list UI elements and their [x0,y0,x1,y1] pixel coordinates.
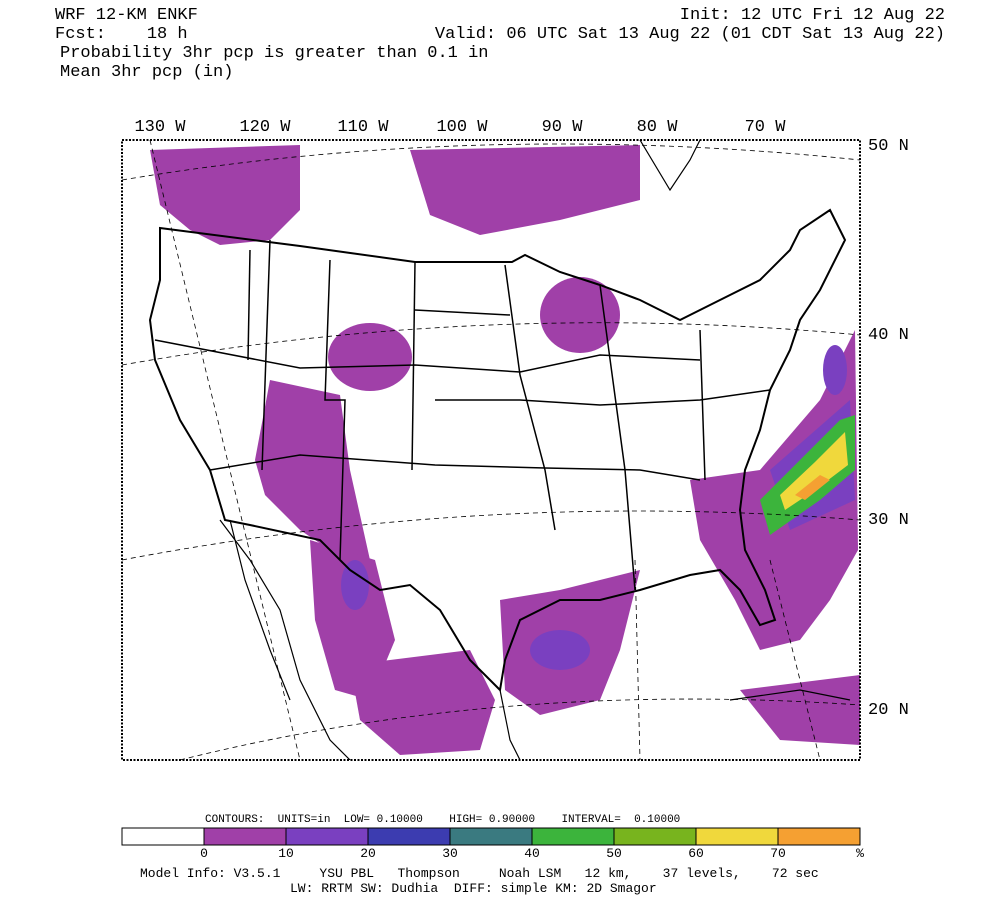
init-time: Init: 12 UTC Fri 12 Aug 22 [680,6,945,25]
longitude-label: 90 W [542,118,584,137]
colorbar-box [203,827,287,846]
colorbar-label: 10 [278,846,294,861]
graticule [122,140,860,760]
latitude-label: 50 N [868,137,909,156]
precip-probability-core [780,432,848,510]
coastlines [219,140,851,760]
map: 130 W 120 W 110 W 100 W 90 W 80 W 70 W 50 N 40 N… [121,118,909,761]
state-borders [154,239,771,591]
map-frame [121,139,861,761]
colorbar-box [121,827,205,846]
colorbar-box [613,827,697,846]
longitude-label: 110 W [337,118,389,137]
us-outline [148,208,847,693]
colorbar-label: 20 [360,846,376,861]
colorbar-box [367,827,451,846]
longitude-label: 80 W [637,118,679,137]
colorbar-box [449,827,533,846]
colorbar: 0 10 20 30 40 50 60 70% [121,827,864,861]
contour-info: CONTOURS: UNITS=in LOW= 0.10000 HIGH= 0.… [205,814,680,826]
model-info: Model Info: V3.5.1 YSU PBL Thompson Noah… [140,866,819,881]
colorbar-label: 40 [524,846,540,861]
colorbar-label: % [856,846,864,861]
longitude-label: 130 W [134,118,186,137]
colorbar-label: 50 [606,846,622,861]
latitude-label: 30 N [868,511,909,530]
forecast-hour: Fcst: 18 h [55,25,188,44]
colorbar-label: 0 [200,846,208,861]
latitude-label: 40 N [868,326,909,345]
precip-probability-peak [795,475,830,500]
colorbar-label: 70 [770,846,786,861]
colorbar-box [285,827,369,846]
colorbar-label: 60 [688,846,704,861]
longitude-label: 100 W [436,118,488,137]
physics-info: LW: RRTM SW: Dudhia DIFF: simple KM: 2D … [290,881,657,896]
colorbar-label: 30 [442,846,458,861]
colorbar-box [695,827,779,846]
colorbar-box [777,827,861,846]
latitude-label: 20 N [868,701,909,720]
field-subtitle: Mean 3hr pcp (in) [60,63,233,82]
model-title: WRF 12-KM ENKF [55,6,198,25]
longitude-label: 120 W [239,118,291,137]
longitude-label: 70 W [745,118,787,137]
valid-time: Valid: 06 UTC Sat 13 Aug 22 (01 CDT Sat … [435,25,945,44]
colorbar-box [531,827,615,846]
field-title: Probability 3hr pcp is greater than 0.1 … [60,44,488,63]
